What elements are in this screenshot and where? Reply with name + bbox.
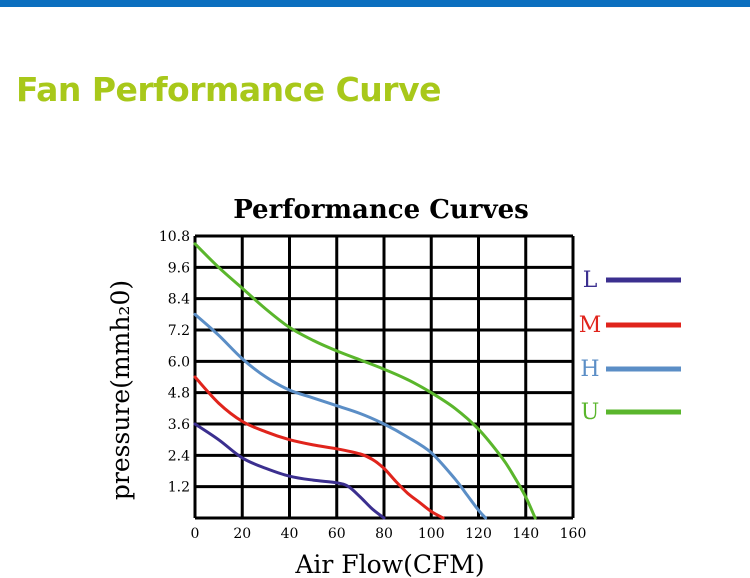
y-axis-label: pressure(mmh₂0) xyxy=(106,280,135,500)
x-tick-label: 60 xyxy=(328,526,346,542)
x-axis-label: Air Flow(CFM) xyxy=(294,550,484,578)
series-line-m xyxy=(193,375,445,520)
chart-series xyxy=(193,242,537,520)
y-tick-label: 3.6 xyxy=(168,417,190,433)
chart-grid xyxy=(193,234,575,520)
legend-label-l: L xyxy=(583,268,598,293)
y-tick-label: 6.0 xyxy=(168,354,190,370)
x-tick-label: 120 xyxy=(465,526,492,542)
chart-title: Performance Curves xyxy=(233,195,529,225)
x-tick-labels: 0 20 40 60 80 100 120 140 160 xyxy=(191,526,587,542)
series-line-u xyxy=(193,242,537,520)
y-tick-label: 9.6 xyxy=(168,260,190,276)
x-tick-label: 40 xyxy=(281,526,299,542)
y-tick-label: 8.4 xyxy=(168,292,190,308)
x-tick-label: 0 xyxy=(191,526,200,542)
y-tick-label: 1.2 xyxy=(168,480,190,496)
accent-bar xyxy=(0,0,750,7)
page-title: Fan Performance Curve xyxy=(16,70,441,109)
y-tick-labels: 1.2 2.4 3.6 4.8 6.0 7.2 8.4 9.6 10.8 xyxy=(159,229,190,496)
y-tick-label: 7.2 xyxy=(168,323,190,339)
y-tick-label: 4.8 xyxy=(168,386,190,402)
x-tick-label: 160 xyxy=(560,526,587,542)
x-tick-label: 140 xyxy=(512,526,539,542)
series-line-l xyxy=(193,422,386,520)
y-tick-label: 2.4 xyxy=(168,448,190,464)
x-tick-label: 100 xyxy=(418,526,445,542)
legend-label-h: H xyxy=(580,357,599,382)
series-line-h xyxy=(193,312,488,520)
x-tick-label: 80 xyxy=(375,526,393,542)
legend-label-u: U xyxy=(581,400,600,425)
legend-label-m: M xyxy=(579,313,602,338)
x-tick-label: 20 xyxy=(233,526,251,542)
y-tick-label: 10.8 xyxy=(159,229,190,245)
